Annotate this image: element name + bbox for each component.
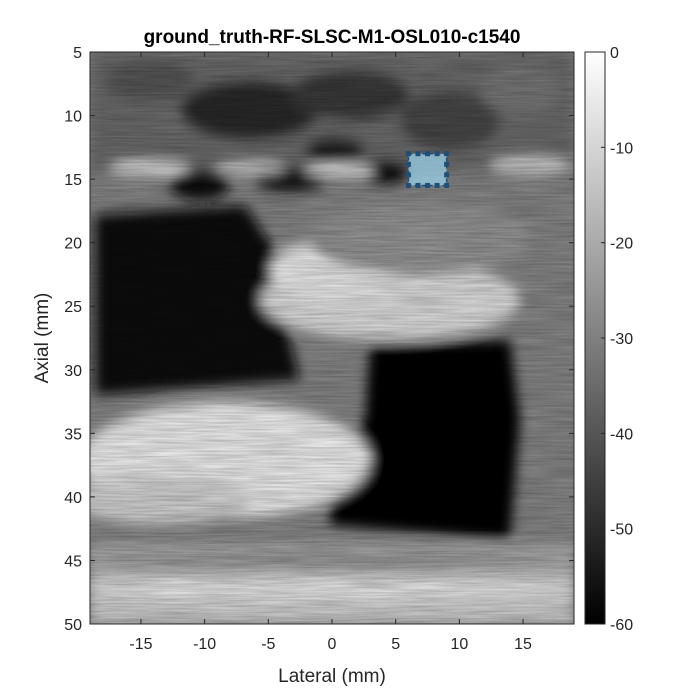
y-axis-label: Axial (mm) (32, 293, 53, 384)
x-tick-label: 10 (450, 636, 468, 653)
roi-handle[interactable] (415, 182, 421, 188)
roi-handle[interactable] (444, 172, 450, 178)
x-tick-label: 15 (514, 636, 532, 653)
x-tick-label: -5 (261, 636, 275, 653)
chart-title: ground_truth-RF-SLSC-M1-OSL010-c1540 (144, 27, 521, 48)
roi-handle[interactable] (425, 182, 431, 188)
y-tick-label: 40 (64, 490, 82, 507)
x-tick-label: 5 (391, 636, 400, 653)
colorbar-tick-label: -50 (610, 522, 633, 539)
ultrasound-image (90, 52, 574, 624)
colorbar-tick-label: -10 (610, 140, 633, 157)
colorbar-tick-label: -20 (610, 236, 633, 253)
roi-handle[interactable] (434, 151, 440, 157)
roi-handle[interactable] (444, 182, 450, 188)
roi-handle[interactable] (434, 182, 440, 188)
colorbar-tick-label: -30 (610, 331, 633, 348)
y-tick-label: 15 (64, 172, 82, 189)
y-tick-label: 30 (64, 363, 82, 380)
x-axis-label: Lateral (mm) (278, 666, 386, 687)
roi-handle[interactable] (405, 172, 411, 178)
y-tick-label: 5 (73, 45, 82, 62)
roi-handle[interactable] (405, 151, 411, 157)
roi-handle[interactable] (405, 161, 411, 167)
roi-handles[interactable] (405, 151, 450, 188)
x-tick-label: -15 (129, 636, 152, 653)
roi-handle[interactable] (425, 151, 431, 157)
colorbar-tick-label: 0 (610, 45, 619, 62)
roi-handle[interactable] (415, 151, 421, 157)
colorbar-tick-label: -40 (610, 426, 633, 443)
y-tick-label: 50 (64, 617, 82, 634)
roi-handle[interactable] (405, 182, 411, 188)
x-axis-ticks: -15 -10 -5 0 5 10 15 (129, 52, 532, 653)
roi-handle[interactable] (444, 151, 450, 157)
y-tick-label: 45 (64, 553, 82, 570)
x-tick-label: 0 (328, 636, 337, 653)
y-tick-label: 25 (64, 299, 82, 316)
x-tick-label: -10 (193, 636, 216, 653)
roi-handle[interactable] (444, 161, 450, 167)
y-tick-label: 10 (64, 109, 82, 126)
y-tick-label: 35 (64, 426, 82, 443)
roi-box[interactable] (407, 152, 448, 187)
colorbar-ticks: 0 -10 -20 -30 -40 -50 -60 (601, 45, 633, 634)
colorbar-tick-label: -60 (610, 617, 633, 634)
y-axis-ticks: 5 10 15 20 25 30 35 40 45 50 (64, 45, 574, 634)
y-tick-label: 20 (64, 236, 82, 253)
